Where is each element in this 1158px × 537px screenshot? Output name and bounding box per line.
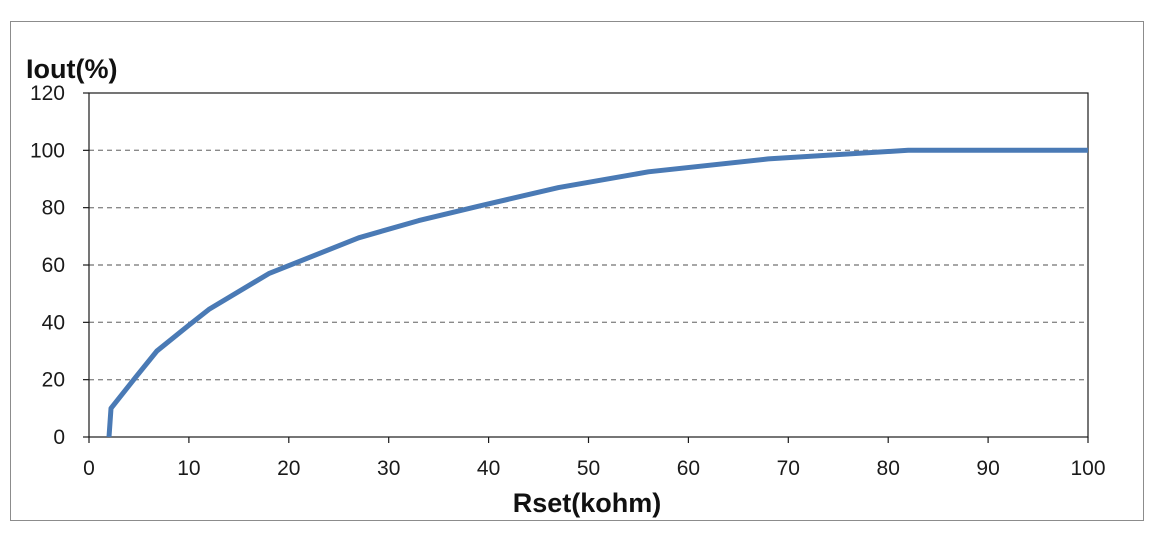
x-tick-label-30: 30 (377, 457, 400, 480)
x-axis-title: Rset(kohm) (513, 488, 662, 518)
x-tick-label-70: 70 (777, 457, 800, 480)
y-tick-label-60: 60 (42, 254, 65, 277)
y-tick-label-100: 100 (30, 139, 65, 162)
y-tick-label-120: 120 (30, 82, 65, 105)
y-tick-label-80: 80 (42, 197, 65, 220)
x-tick-label-0: 0 (83, 457, 95, 480)
x-tick-label-80: 80 (877, 457, 900, 480)
series-line-0 (106, 147, 1088, 438)
series-layer (106, 147, 1088, 438)
axis-ticks (83, 92, 1089, 443)
y-tick-label-20: 20 (42, 369, 65, 392)
x-tick-label-50: 50 (577, 457, 600, 480)
x-tick-label-90: 90 (976, 457, 999, 480)
x-tick-label-100: 100 (1070, 457, 1105, 480)
x-tick-label-10: 10 (177, 457, 200, 480)
chart-frame (10, 21, 1144, 521)
x-tick-label-20: 20 (277, 457, 300, 480)
x-tick-label-60: 60 (677, 457, 700, 480)
y-axis-title: Iout(%) (26, 54, 117, 84)
tick-labels: 0 20 40 60 80 100 120 0 10 20 30 40 50 60 70 80 90 100 (30, 82, 1106, 480)
y-tick-label-0: 0 (53, 426, 65, 449)
x-tick-label-40: 40 (477, 457, 500, 480)
y-tick-label-40: 40 (42, 311, 65, 334)
